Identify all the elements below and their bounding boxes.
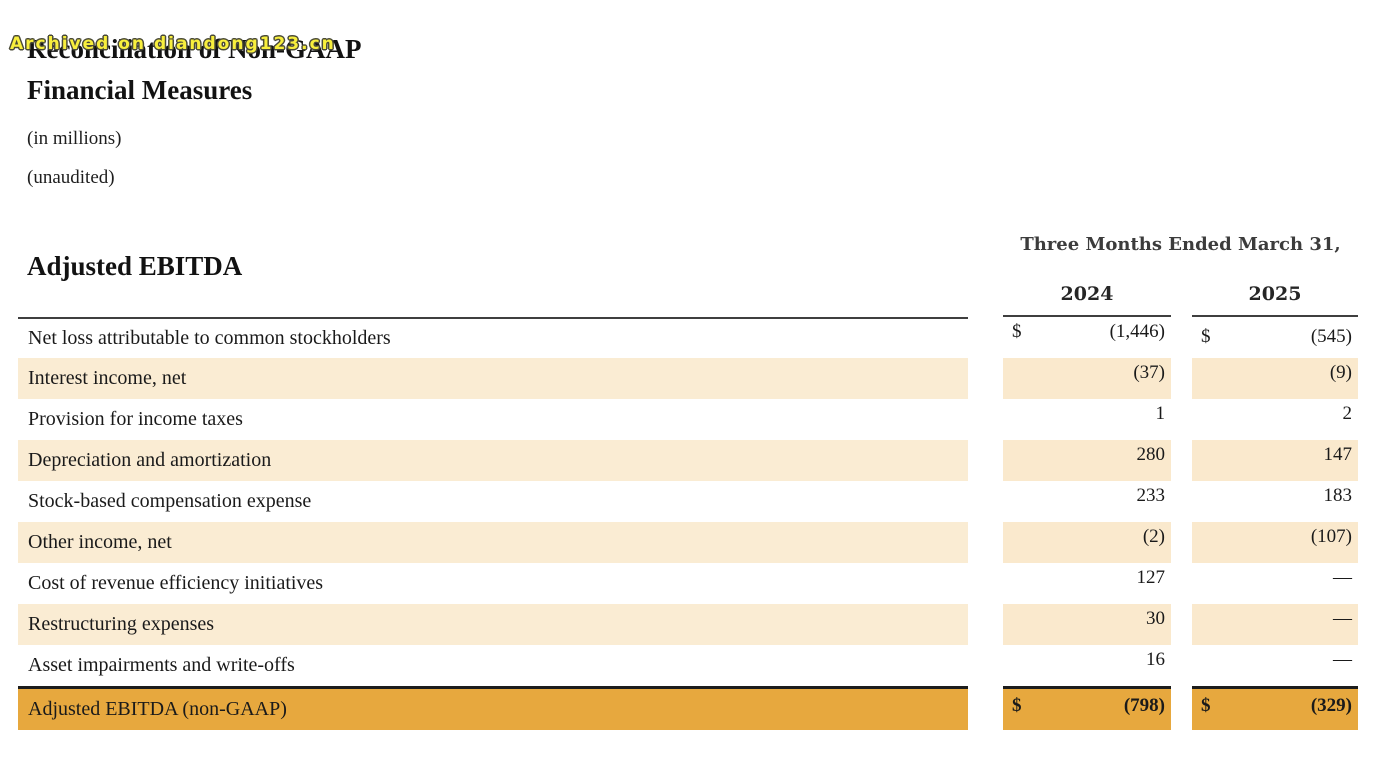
- table-row: Stock-based compensation expense 233 183: [18, 481, 1358, 522]
- page-title-line2: Financial Measures: [27, 75, 253, 105]
- value-2024: (798): [1123, 695, 1165, 716]
- row-label: Depreciation and amortization: [18, 440, 968, 481]
- value-2024: (1,446): [1109, 321, 1165, 342]
- currency-symbol: $: [1201, 695, 1211, 716]
- table-row: Provision for income taxes 1 2: [18, 399, 1358, 440]
- value-2024: 30: [1003, 604, 1171, 645]
- cell-2024: $ (798): [1003, 686, 1171, 730]
- row-label: Provision for income taxes: [28, 408, 243, 430]
- column-header-2025: 2025: [1192, 281, 1358, 317]
- value-2024: 233: [1136, 485, 1166, 506]
- column-gap: [968, 440, 1003, 481]
- period-header: Three Months Ended March 31,: [1020, 234, 1341, 255]
- column-gap: [968, 317, 1003, 358]
- column-gap: [1171, 604, 1192, 645]
- value-2024: 16: [1146, 649, 1165, 670]
- value-2025: (545): [1310, 326, 1352, 347]
- value-2025: 147: [1192, 440, 1358, 481]
- row-label: Adjusted EBITDA (non-GAAP): [18, 686, 968, 730]
- column-gap: [968, 522, 1003, 563]
- row-label: Asset impairments and write-offs: [28, 654, 295, 676]
- table-row: Cost of revenue efficiency initiatives 1…: [18, 563, 1358, 604]
- value-2024: (2): [1003, 522, 1171, 563]
- value-2025: (107): [1192, 522, 1358, 563]
- column-gap: [1171, 645, 1192, 686]
- value-2024: (37): [1003, 358, 1171, 399]
- value-2025: —: [1333, 567, 1352, 588]
- table-body: Net loss attributable to common stockhol…: [18, 317, 1358, 730]
- table-row-total: Adjusted EBITDA (non-GAAP) $ (798) $ (32…: [18, 686, 1358, 730]
- subtitle-unaudited: (unaudited): [27, 167, 115, 188]
- column-gap: [968, 358, 1003, 399]
- cell-2024: $ (1,446): [1003, 317, 1171, 358]
- row-label: Net loss attributable to common stockhol…: [18, 317, 968, 358]
- value-2024: 1: [1155, 403, 1166, 424]
- value-2025: 2: [1342, 403, 1353, 424]
- column-gap: [968, 604, 1003, 645]
- column-gap: [968, 399, 1003, 440]
- row-label: Restructuring expenses: [18, 604, 968, 645]
- column-gap: [968, 481, 1003, 522]
- column-gap: [1171, 522, 1192, 563]
- column-gap: [968, 563, 1003, 604]
- adjusted-ebitda-table: Adjusted EBITDA Three Months Ended March…: [18, 233, 1358, 730]
- section-title: Adjusted EBITDA: [27, 251, 243, 281]
- column-gap: [968, 686, 1003, 730]
- year-columns-header: 2024 2025: [18, 281, 1358, 317]
- column-gap: [1171, 399, 1192, 440]
- row-label: Stock-based compensation expense: [28, 490, 312, 512]
- column-gap: [1171, 358, 1192, 399]
- value-2024: 127: [1136, 567, 1166, 588]
- column-gap: [1171, 440, 1192, 481]
- cell-2025: $ (545): [1192, 322, 1358, 363]
- column-gap: [1171, 686, 1192, 730]
- value-2025: —: [1192, 604, 1358, 645]
- row-label: Interest income, net: [18, 358, 968, 399]
- table-row: Asset impairments and write-offs 16 —: [18, 645, 1358, 686]
- watermark: Archived on diandong123.cn: [10, 34, 336, 54]
- table-header-band: Adjusted EBITDA Three Months Ended March…: [18, 233, 1358, 281]
- value-2024: 280: [1003, 440, 1171, 481]
- currency-symbol: $: [1012, 695, 1022, 716]
- column-header-2024: 2024: [1003, 281, 1171, 317]
- column-gap: [1171, 481, 1192, 522]
- currency-symbol: $: [1201, 326, 1211, 347]
- value-2025: —: [1333, 649, 1352, 670]
- table-row: Other income, net (2) (107): [18, 522, 1358, 563]
- currency-symbol: $: [1012, 321, 1022, 342]
- column-gap: [1171, 317, 1192, 358]
- page-title: Reconciliation of Non-GAAP Financial Mea…: [27, 29, 1394, 111]
- table-row: Depreciation and amortization 280 147: [18, 440, 1358, 481]
- table-row: Interest income, net (37) (9): [18, 358, 1358, 399]
- row-label: Other income, net: [18, 522, 968, 563]
- subtitle-in-millions: (in millions): [27, 128, 122, 149]
- table-row: Restructuring expenses 30 —: [18, 604, 1358, 645]
- value-2025: 183: [1323, 485, 1353, 506]
- column-gap: [968, 645, 1003, 686]
- value-2025: (9): [1192, 358, 1358, 399]
- table-row: Net loss attributable to common stockhol…: [18, 317, 1358, 358]
- column-gap: [1171, 563, 1192, 604]
- value-2025: (329): [1310, 695, 1352, 716]
- cell-2025: $ (329): [1192, 686, 1358, 730]
- page-title-line1: Reconciliation of Non-GAAP: [27, 34, 362, 64]
- row-label: Cost of revenue efficiency initiatives: [28, 572, 324, 594]
